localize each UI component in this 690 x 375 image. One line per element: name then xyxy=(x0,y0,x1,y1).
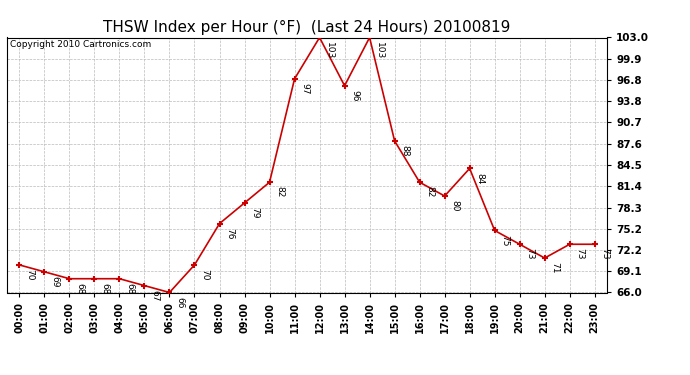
Text: 73: 73 xyxy=(600,248,609,260)
Title: THSW Index per Hour (°F)  (Last 24 Hours) 20100819: THSW Index per Hour (°F) (Last 24 Hours)… xyxy=(104,20,511,35)
Text: 88: 88 xyxy=(400,145,409,156)
Text: 68: 68 xyxy=(100,283,109,294)
Text: 96: 96 xyxy=(350,90,359,101)
Text: 73: 73 xyxy=(575,248,584,260)
Text: 67: 67 xyxy=(150,290,159,301)
Text: 82: 82 xyxy=(425,186,434,198)
Text: 82: 82 xyxy=(275,186,284,198)
Text: 69: 69 xyxy=(50,276,59,288)
Text: 73: 73 xyxy=(525,248,534,260)
Text: 66: 66 xyxy=(175,297,184,308)
Text: 103: 103 xyxy=(375,42,384,59)
Text: 80: 80 xyxy=(450,200,459,211)
Text: 70: 70 xyxy=(200,269,209,280)
Text: 84: 84 xyxy=(475,172,484,184)
Text: 68: 68 xyxy=(75,283,84,294)
Text: 75: 75 xyxy=(500,235,509,246)
Text: 97: 97 xyxy=(300,83,309,94)
Text: 68: 68 xyxy=(125,283,134,294)
Text: 76: 76 xyxy=(225,228,234,239)
Text: 70: 70 xyxy=(25,269,34,280)
Text: 103: 103 xyxy=(325,42,334,59)
Text: Copyright 2010 Cartronics.com: Copyright 2010 Cartronics.com xyxy=(10,40,151,49)
Text: 71: 71 xyxy=(550,262,559,274)
Text: 79: 79 xyxy=(250,207,259,219)
